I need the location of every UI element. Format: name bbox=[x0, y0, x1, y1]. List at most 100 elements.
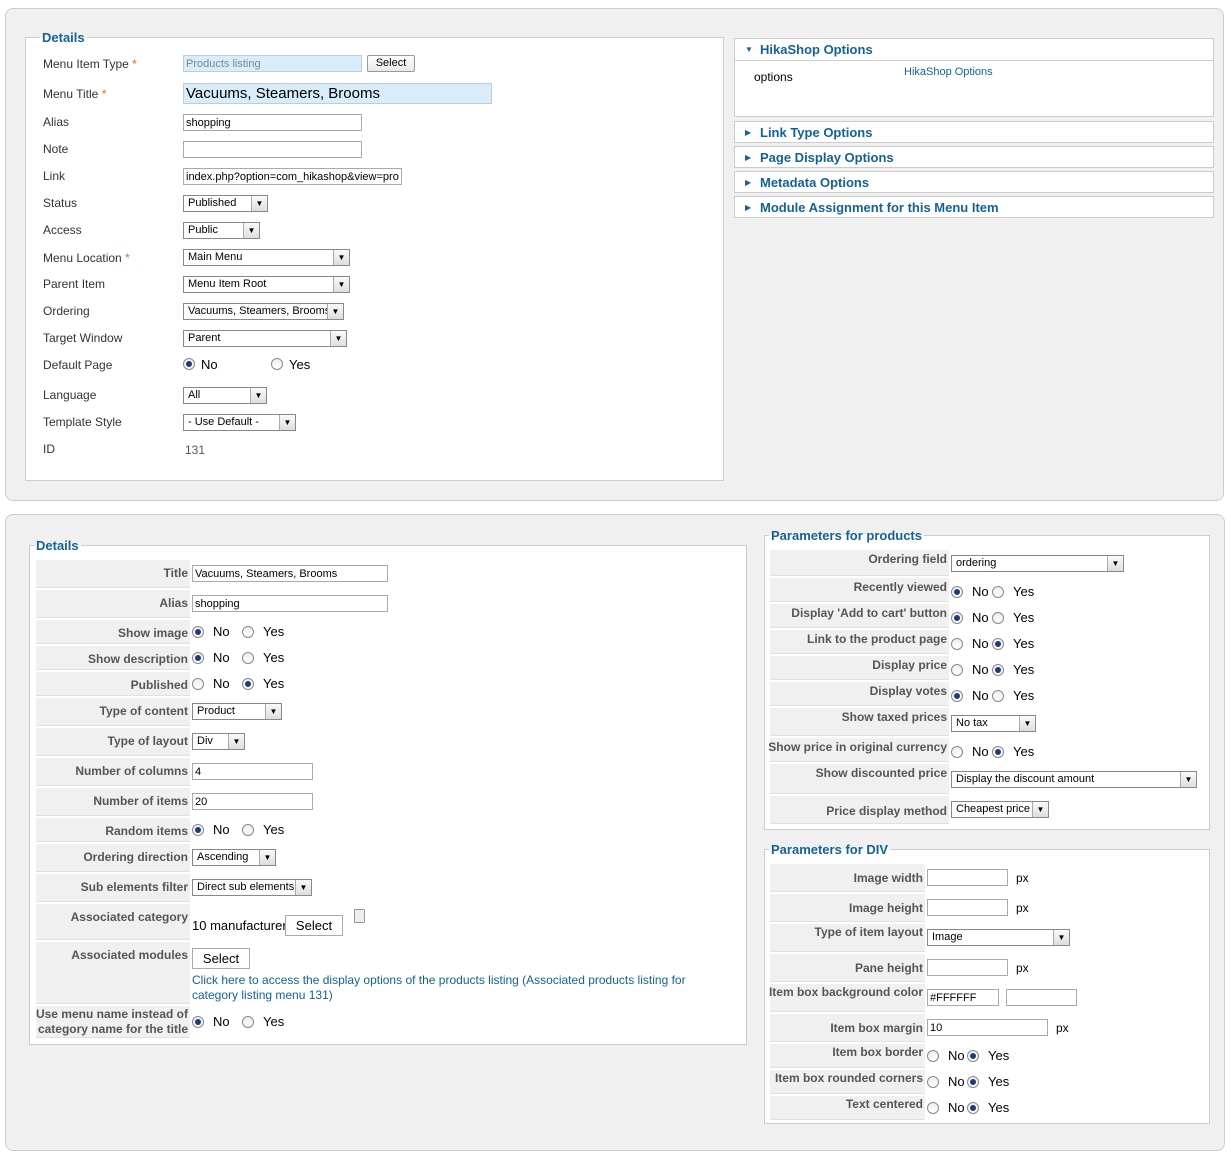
show-discounted-price-select[interactable]: Display the discount amount ▼ bbox=[951, 771, 1197, 788]
details-legend: Details bbox=[42, 30, 85, 45]
module-assignment-panel[interactable]: ▶ Module Assignment for this Menu Item bbox=[734, 196, 1214, 218]
pane-height-input[interactable] bbox=[927, 959, 1008, 976]
show-taxed-prices-row bbox=[770, 708, 949, 736]
note-input[interactable] bbox=[183, 141, 362, 158]
show-taxed-prices-select[interactable]: No tax ▼ bbox=[951, 715, 1036, 732]
parent-item-select[interactable]: Menu Item Root ▼ bbox=[183, 276, 350, 293]
no-radio[interactable] bbox=[951, 690, 963, 702]
options-label: options bbox=[754, 70, 793, 84]
hikashop-options-link[interactable]: HikaShop Options bbox=[904, 66, 993, 78]
hikashop-options-panel[interactable]: ▼ HikaShop Options options HikaShop Opti… bbox=[734, 38, 1214, 117]
trash-icon[interactable] bbox=[354, 909, 365, 923]
triangle-right-icon: ▶ bbox=[745, 178, 752, 187]
yes-radio[interactable] bbox=[992, 664, 1004, 676]
yes-label: Yes bbox=[263, 650, 285, 665]
type-of-content-select-value: Product bbox=[197, 705, 235, 717]
image-width-row bbox=[770, 864, 925, 892]
type-of-content-select[interactable]: Product ▼ bbox=[192, 703, 282, 720]
menu-location-select[interactable]: Main Menu ▼ bbox=[183, 249, 350, 266]
no-radio[interactable] bbox=[951, 638, 963, 650]
no-label: No bbox=[972, 584, 989, 599]
link-input[interactable] bbox=[183, 168, 402, 185]
type-item-layout-row bbox=[770, 924, 925, 952]
no-radio[interactable] bbox=[951, 586, 963, 598]
no-radio[interactable] bbox=[927, 1076, 939, 1088]
price-display-method-select[interactable]: Cheapest price ▼ bbox=[951, 801, 1049, 818]
products-params-legend: Parameters for products bbox=[771, 528, 922, 543]
no-radio[interactable] bbox=[192, 678, 204, 690]
associated-modules-label: Associated modules bbox=[71, 948, 188, 962]
sub-elements-filter-select[interactable]: Direct sub elements ▼ bbox=[192, 879, 312, 896]
default-page-no-radio[interactable] bbox=[183, 358, 195, 370]
yes-radio[interactable] bbox=[992, 746, 1004, 758]
number-of-columns-input[interactable] bbox=[192, 763, 313, 780]
alias-input[interactable] bbox=[192, 595, 388, 612]
item-box-background-input[interactable] bbox=[927, 989, 999, 1006]
random-items-row bbox=[36, 818, 190, 842]
yes-radio[interactable] bbox=[242, 626, 254, 638]
yes-radio[interactable] bbox=[967, 1102, 979, 1114]
access-select[interactable]: Public ▼ bbox=[183, 222, 260, 239]
menu-item-type-select-button[interactable]: Select bbox=[367, 55, 415, 72]
no-label: No bbox=[972, 610, 989, 625]
yes-radio[interactable] bbox=[967, 1076, 979, 1088]
chevron-down-icon: ▼ bbox=[330, 331, 346, 346]
yes-radio[interactable] bbox=[242, 1016, 254, 1028]
yes-radio[interactable] bbox=[992, 690, 1004, 702]
associated-modules-options-link[interactable]: Click here to access the display options… bbox=[192, 973, 686, 1002]
target-window-label: Target Window bbox=[43, 331, 123, 345]
menu-item-type-input[interactable] bbox=[183, 55, 362, 72]
chevron-down-icon: ▼ bbox=[1107, 556, 1123, 571]
yes-radio[interactable] bbox=[967, 1050, 979, 1062]
default-page-no-label: No bbox=[201, 357, 218, 372]
no-radio[interactable] bbox=[951, 746, 963, 758]
ordering-direction-select[interactable]: Ascending ▼ bbox=[192, 849, 276, 866]
no-radio[interactable] bbox=[192, 824, 204, 836]
ordering-field-select[interactable]: ordering ▼ bbox=[951, 555, 1124, 572]
yes-radio[interactable] bbox=[242, 652, 254, 664]
item-box-margin-input[interactable] bbox=[927, 1019, 1048, 1036]
link-type-options-panel[interactable]: ▶ Link Type Options bbox=[734, 121, 1214, 143]
associated-modules-select-button[interactable]: Select bbox=[192, 948, 250, 969]
menu-title-input[interactable] bbox=[183, 83, 492, 104]
id-label: ID bbox=[43, 442, 55, 456]
price-display-method-row bbox=[770, 796, 949, 824]
no-radio[interactable] bbox=[927, 1050, 939, 1062]
language-select[interactable]: All ▼ bbox=[183, 387, 267, 404]
default-page-yes-radio[interactable] bbox=[271, 358, 283, 370]
number-of-items-input[interactable] bbox=[192, 793, 313, 810]
page-display-options-panel[interactable]: ▶ Page Display Options bbox=[734, 146, 1214, 168]
link-label: Link bbox=[43, 169, 66, 183]
type-item-layout-select[interactable]: Image ▼ bbox=[927, 929, 1070, 946]
associated-category-select-button[interactable]: Select bbox=[285, 915, 343, 936]
image-height-input[interactable] bbox=[927, 899, 1008, 916]
no-radio[interactable] bbox=[927, 1102, 939, 1114]
template-style-select[interactable]: - Use Default - ▼ bbox=[183, 414, 296, 431]
metadata-options-panel[interactable]: ▶ Metadata Options bbox=[734, 171, 1214, 193]
no-radio[interactable] bbox=[192, 626, 204, 638]
alias-input[interactable] bbox=[183, 114, 362, 131]
image-width-input[interactable] bbox=[927, 869, 1008, 886]
no-radio[interactable] bbox=[192, 652, 204, 664]
type-of-layout-select[interactable]: Div ▼ bbox=[192, 733, 245, 750]
yes-radio[interactable] bbox=[992, 612, 1004, 624]
target-window-select[interactable]: Parent ▼ bbox=[183, 330, 347, 347]
no-label: No bbox=[213, 624, 230, 639]
default-page-yes-label: Yes bbox=[289, 357, 311, 372]
no-label: No bbox=[972, 744, 989, 759]
yes-radio[interactable] bbox=[992, 586, 1004, 598]
type-of-layout-label: Type of layout bbox=[107, 734, 188, 748]
access-label: Access bbox=[43, 223, 82, 237]
ordering-select[interactable]: Vacuums, Steamers, Brooms ▼ bbox=[183, 303, 344, 320]
default-page-label: Default Page bbox=[43, 358, 113, 372]
item-box-background-picker[interactable] bbox=[1006, 989, 1077, 1006]
no-radio[interactable] bbox=[192, 1016, 204, 1028]
title-input[interactable] bbox=[192, 565, 388, 582]
no-radio[interactable] bbox=[951, 664, 963, 676]
price-display-method-select-value: Cheapest price bbox=[956, 803, 1030, 815]
no-radio[interactable] bbox=[951, 612, 963, 624]
status-select[interactable]: Published ▼ bbox=[183, 195, 268, 212]
yes-radio[interactable] bbox=[242, 678, 254, 690]
yes-radio[interactable] bbox=[242, 824, 254, 836]
yes-radio[interactable] bbox=[992, 638, 1004, 650]
